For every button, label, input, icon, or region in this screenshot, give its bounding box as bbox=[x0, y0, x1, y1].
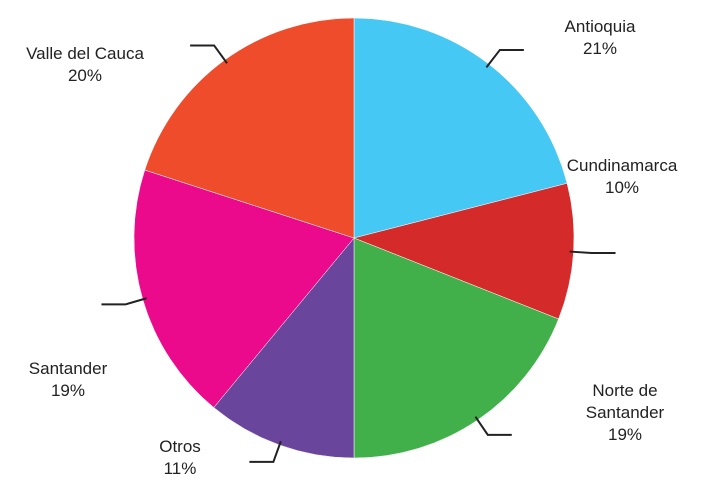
leader-line bbox=[569, 250, 616, 254]
value-label: 11% bbox=[163, 459, 197, 478]
value-label: 19% bbox=[607, 425, 643, 444]
leader-line bbox=[101, 297, 147, 306]
slice-label: Antioquia 21% bbox=[565, 16, 636, 60]
value-label: 19% bbox=[50, 381, 86, 400]
category-label: Cundinamarca bbox=[566, 156, 678, 175]
category-label: Valle del Cauca bbox=[26, 44, 144, 63]
value-label: 20% bbox=[67, 66, 103, 85]
leader-line bbox=[249, 440, 282, 463]
value-label: 10% bbox=[604, 178, 640, 197]
leader-line bbox=[474, 416, 512, 436]
slice-label: Norte de Santander 19% bbox=[580, 380, 670, 446]
category-label: Santander bbox=[28, 359, 108, 378]
leader-line bbox=[485, 48, 524, 68]
slice-label: Cundinamarca 10% bbox=[567, 155, 678, 199]
slice-label: Santander 19% bbox=[29, 358, 107, 402]
slice-label: Valle del Cauca 20% bbox=[26, 43, 144, 87]
category-label: Otros bbox=[159, 437, 201, 456]
leader-line bbox=[190, 44, 228, 64]
category-label: Norte de Santander bbox=[585, 381, 665, 422]
slice-label: Otros 11% bbox=[159, 436, 201, 480]
category-label: Antioquia bbox=[564, 17, 636, 36]
value-label: 21% bbox=[582, 39, 618, 58]
